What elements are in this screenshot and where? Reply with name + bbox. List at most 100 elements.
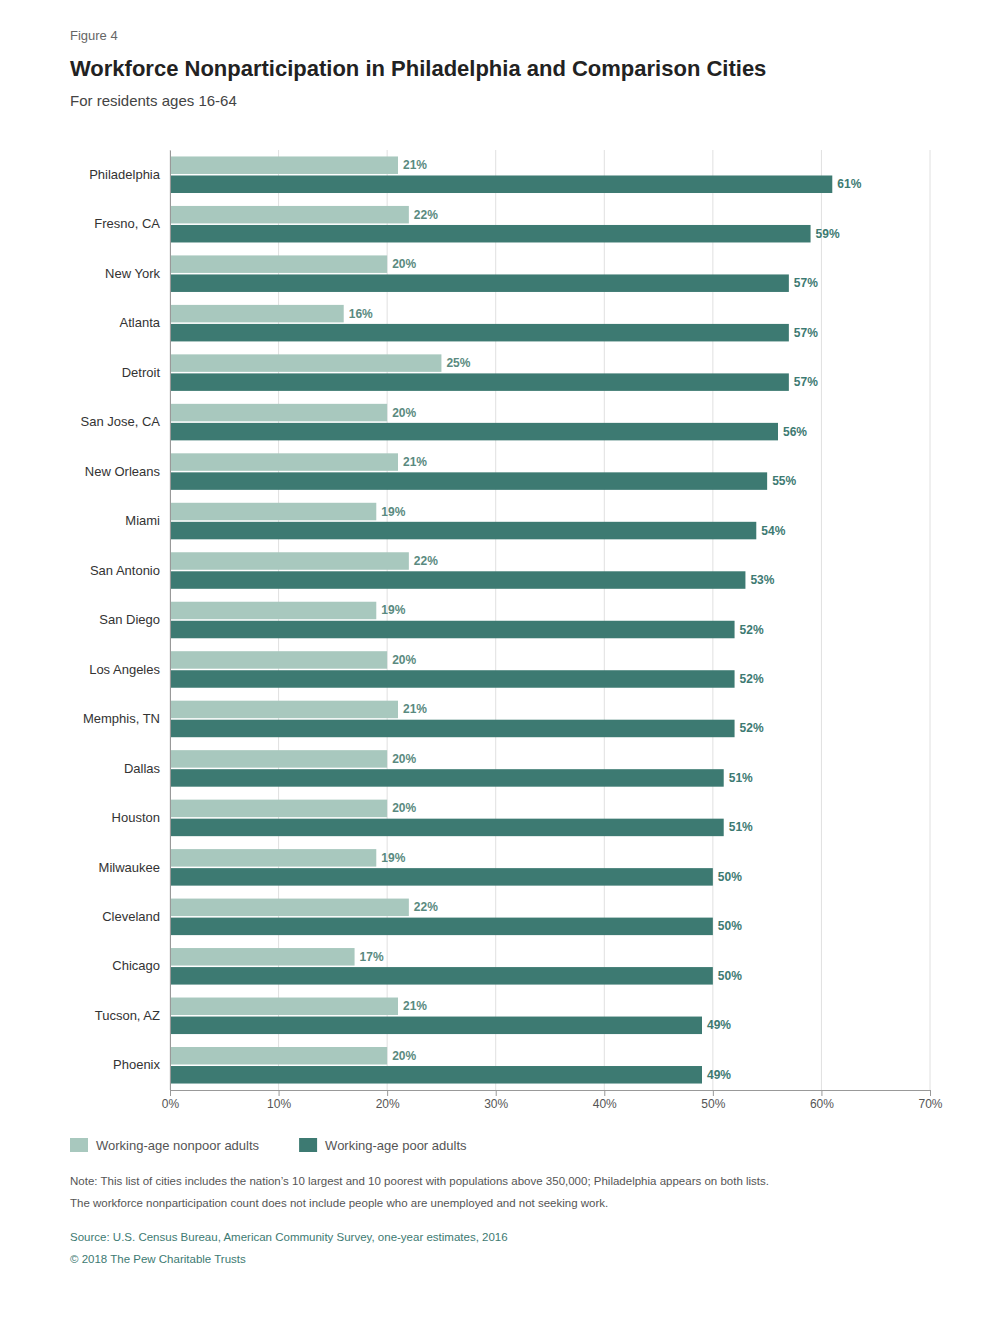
y-tick: Milwaukee [99, 860, 170, 875]
bar [170, 404, 387, 422]
y-tick-label: New York [105, 266, 160, 281]
data-label: 57% [794, 375, 818, 389]
bar [170, 621, 735, 639]
legend-item: Working-age poor adults [299, 1138, 467, 1153]
bar [170, 305, 344, 323]
data-label: 22% [414, 900, 438, 914]
bar [170, 602, 376, 620]
data-label: 21% [403, 702, 427, 716]
x-tick-mark [387, 1090, 388, 1096]
data-label: 17% [360, 950, 384, 964]
x-tick-label: 0% [162, 1097, 180, 1111]
bar [170, 670, 735, 688]
bar [170, 651, 387, 669]
x-tick-label: 10% [267, 1097, 291, 1111]
data-label: 52% [740, 721, 764, 735]
bar [170, 819, 724, 837]
y-tick-label: Cleveland [102, 909, 160, 924]
bar [170, 225, 811, 243]
x-axis-line [171, 1091, 931, 1097]
y-tick-label: San Jose, CA [81, 414, 161, 429]
y-tick: New Orleans [85, 464, 170, 479]
y-tick: Detroit [122, 365, 170, 380]
x-tick-label: 40% [593, 1097, 617, 1111]
x-tick-label: 70% [918, 1097, 942, 1111]
bar [170, 868, 713, 886]
x-tick-label: 30% [484, 1097, 508, 1111]
y-tick-label: San Diego [99, 612, 160, 627]
x-tick: 0% [162, 1090, 180, 1111]
y-tick-label: Dallas [124, 761, 161, 776]
data-label: 50% [718, 870, 742, 884]
data-label: 61% [837, 177, 861, 191]
annotation: The workforce nonparticipation count doe… [70, 1197, 608, 1209]
bar [170, 750, 387, 768]
y-tick: Philadelphia [89, 167, 170, 182]
y-tick-label: Memphis, TN [83, 711, 160, 726]
bar [170, 720, 735, 738]
bar [170, 1017, 702, 1035]
grid-line [170, 150, 171, 1090]
figure-label: Figure 4 [70, 28, 118, 43]
annotation: Source: U.S. Census Bureau, American Com… [70, 1231, 508, 1243]
x-tick-mark [279, 1090, 280, 1096]
data-label: 20% [392, 653, 416, 667]
x-tick: 20% [376, 1090, 400, 1111]
data-label: 19% [381, 851, 405, 865]
bar [170, 472, 767, 490]
bar [170, 324, 789, 342]
legend-swatch [70, 1138, 88, 1152]
bar [170, 175, 832, 193]
data-label: 25% [446, 356, 470, 370]
bar [170, 948, 355, 966]
y-tick: Miami [125, 513, 170, 528]
annotation: Note: This list of cities includes the n… [70, 1175, 769, 1187]
x-tick-label: 60% [810, 1097, 834, 1111]
x-tick-mark [170, 1090, 171, 1096]
legend-item: Working-age nonpoor adults [70, 1138, 260, 1153]
chart-svg: Figure 4Workforce Nonparticipation in Ph… [0, 0, 990, 1330]
y-tick: Fresno, CA [94, 216, 170, 231]
bar [170, 274, 789, 292]
x-tick-mark [821, 1090, 822, 1096]
data-label: 20% [392, 752, 416, 766]
grid-line [821, 150, 822, 1090]
grid [170, 150, 930, 1090]
data-labels: 21%22%20%16%25%20%21%19%22%19%20%21%20%2… [349, 158, 862, 1082]
x-tick-mark [713, 1090, 714, 1096]
data-label: 20% [392, 257, 416, 271]
data-label: 51% [729, 771, 753, 785]
data-label: 52% [740, 623, 764, 637]
bar [170, 156, 398, 174]
grid-line [930, 150, 931, 1090]
bar [170, 503, 376, 521]
data-label: 57% [794, 276, 818, 290]
y-tick: Cleveland [102, 909, 170, 924]
y-tick: San Antonio [90, 563, 170, 578]
legend: Working-age nonpoor adults Working-age po… [70, 1138, 467, 1153]
x-tick-label: 50% [701, 1097, 725, 1111]
bar [170, 918, 713, 936]
data-label: 56% [783, 425, 807, 439]
data-label: 50% [718, 969, 742, 983]
bar [170, 1066, 702, 1084]
y-tick: San Jose, CA [81, 414, 171, 429]
data-label: 55% [772, 474, 796, 488]
y-tick-label: Atlanta [120, 315, 161, 330]
data-label: 21% [403, 455, 427, 469]
bar [170, 571, 745, 589]
x-tick-label: 20% [376, 1097, 400, 1111]
bars [170, 156, 832, 1083]
y-tick: Atlanta [120, 315, 170, 330]
data-label: 54% [761, 524, 785, 538]
bar [170, 423, 778, 441]
data-label: 20% [392, 801, 416, 815]
data-label: 19% [381, 603, 405, 617]
y-tick-label: San Antonio [90, 563, 160, 578]
bar [170, 206, 409, 224]
y-tick-label: New Orleans [85, 464, 161, 479]
data-label: 51% [729, 820, 753, 834]
data-label: 19% [381, 505, 405, 519]
data-label: 21% [403, 158, 427, 172]
y-tick-label: Philadelphia [89, 167, 161, 182]
